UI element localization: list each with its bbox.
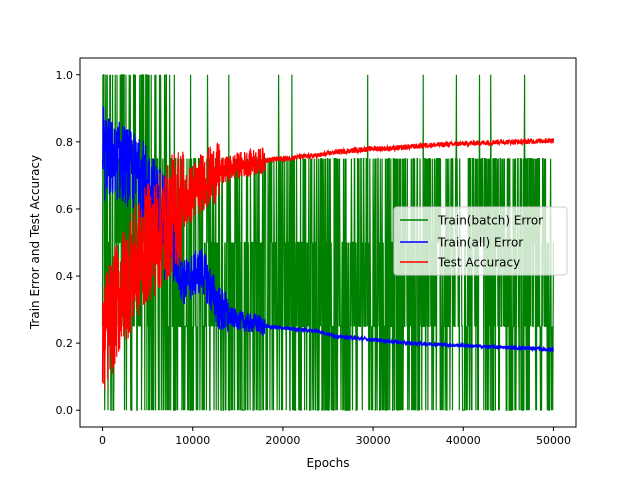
series-line-test-accuracy xyxy=(101,137,555,390)
y-tick-label: 0.0 xyxy=(56,404,74,417)
y-tick-label: 1.0 xyxy=(56,69,74,82)
plot-frame xyxy=(79,57,577,428)
x-ticks: 0 10000 20000 30000 40000 50000 xyxy=(99,427,571,447)
x-tick-label: 40000 xyxy=(446,434,481,447)
y-tick-label: 0.4 xyxy=(56,270,74,283)
series-line-train-batch-error xyxy=(101,74,555,411)
legend: Train(batch) Error Train(all) Error Test… xyxy=(393,206,568,276)
x-tick-label: 30000 xyxy=(356,434,391,447)
legend-box xyxy=(393,206,568,276)
series-layer xyxy=(101,74,555,411)
x-tick-label: 20000 xyxy=(265,434,300,447)
y-ticks: 0.0 0.2 0.4 0.6 0.8 1.0 xyxy=(56,69,80,417)
x-tick-label: 10000 xyxy=(175,434,210,447)
series-line-train-all-error xyxy=(101,106,555,353)
legend-label-train-all-error: Train(all) Error xyxy=(437,236,523,250)
x-tick-label: 0 xyxy=(99,434,106,447)
legend-label-train-batch-error: Train(batch) Error xyxy=(437,214,543,228)
legend-label-test-accuracy: Test Accuracy xyxy=(437,256,520,270)
y-tick-label: 0.8 xyxy=(56,136,74,149)
y-tick-label: 0.2 xyxy=(56,337,74,350)
y-tick-label: 0.6 xyxy=(56,203,74,216)
x-tick-label: 50000 xyxy=(536,434,571,447)
x-axis-label: Epochs xyxy=(307,456,350,470)
y-axis-label: Train Error and Test Accuracy xyxy=(28,155,42,330)
